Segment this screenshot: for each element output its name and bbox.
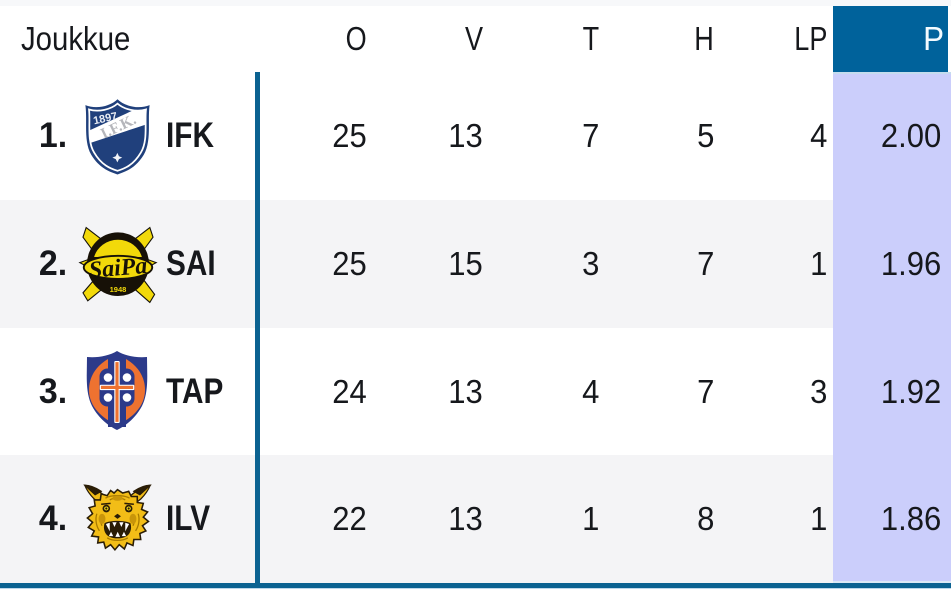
svg-text:1948: 1948 bbox=[110, 285, 127, 294]
svg-text:1897: 1897 bbox=[92, 110, 118, 127]
svg-text:SaiPa: SaiPa bbox=[88, 253, 148, 284]
